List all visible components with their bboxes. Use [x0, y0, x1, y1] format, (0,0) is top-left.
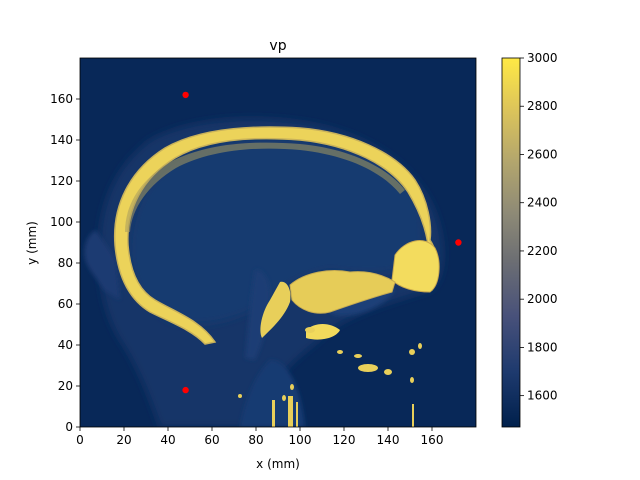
- chart-title: vp: [269, 38, 286, 54]
- marker-layer: [182, 91, 462, 394]
- occipital-bone: [391, 240, 440, 293]
- x-tick-label: 140: [377, 433, 400, 447]
- marker-point: [182, 91, 189, 99]
- colorbar-ticks: 1600 1800 2000 2200 2400 2600 2800 3000: [520, 51, 558, 403]
- colorbar-tick-label: 2000: [527, 292, 558, 306]
- x-tick-label: 80: [248, 433, 263, 447]
- bone-fragments: [238, 327, 422, 401]
- brain-tissue: [130, 137, 424, 324]
- colorbar: 1600 1800 2000 2200 2400 2600 2800 3000: [501, 51, 558, 428]
- x-tick-label: 160: [421, 433, 444, 447]
- y-tick-label: 100: [50, 215, 73, 229]
- y-tick-label: 20: [58, 379, 73, 393]
- x-tick-label: 0: [76, 433, 84, 447]
- colorbar-tick-label: 2400: [527, 196, 558, 210]
- x-tick-label: 60: [204, 433, 219, 447]
- brainstem: [245, 269, 271, 360]
- face-skin: [84, 230, 120, 300]
- x-tick-label: 40: [160, 433, 175, 447]
- y-tick-label: 0: [65, 420, 73, 434]
- colorbar-tick-label: 1600: [527, 389, 558, 403]
- y-tick-label: 120: [50, 174, 73, 188]
- plot-area: [80, 58, 476, 427]
- colorbar-tick-label: 2800: [527, 99, 558, 113]
- x-axis: 0 20 40 60 80 100 120 140 160: [76, 427, 443, 447]
- y-tick-label: 160: [50, 92, 73, 106]
- y-tick-label: 140: [50, 133, 73, 147]
- colorbar-bar: [501, 57, 521, 428]
- y-axis: 0 20 40 60 80 100 120 140 160: [50, 92, 80, 434]
- y-tick-label: 40: [58, 338, 73, 352]
- x-tick-label: 20: [116, 433, 131, 447]
- marker-point: [455, 239, 462, 246]
- colorbar-tick-label: 3000: [527, 51, 558, 65]
- sphenoid: [260, 281, 291, 338]
- x-tick-label: 120: [333, 433, 356, 447]
- skull-bone: [113, 126, 439, 345]
- x-axis-label: x (mm): [256, 457, 300, 471]
- plot-frame: [79, 57, 477, 428]
- skull-base: [289, 270, 396, 314]
- mandible-fragment: [306, 324, 340, 340]
- vertebra-posts: [272, 396, 414, 427]
- y-tick-label: 80: [58, 256, 73, 270]
- colorbar-tick-label: 2600: [527, 147, 558, 161]
- colorbar-tick-label: 2200: [527, 244, 558, 258]
- colorbar-tick-label: 1800: [527, 340, 558, 354]
- y-tick-label: 60: [58, 297, 73, 311]
- x-tick-label: 100: [289, 433, 312, 447]
- marker-point: [182, 386, 189, 394]
- heatmap-image: [84, 118, 444, 427]
- y-axis-label: y (mm): [25, 221, 39, 265]
